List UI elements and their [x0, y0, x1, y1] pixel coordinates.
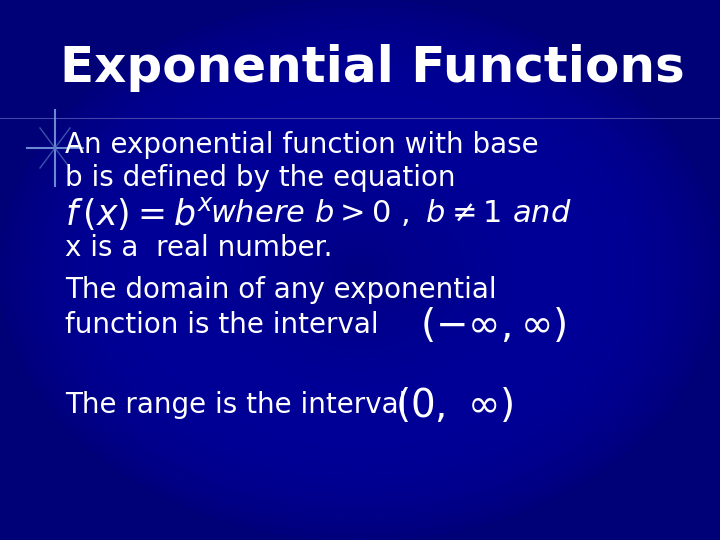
- Ellipse shape: [350, 262, 370, 278]
- Ellipse shape: [154, 116, 566, 424]
- Ellipse shape: [134, 100, 586, 440]
- Text: The range is the interval: The range is the interval: [65, 391, 406, 419]
- Ellipse shape: [278, 208, 442, 332]
- Ellipse shape: [195, 146, 525, 394]
- Text: x is a  real number.: x is a real number.: [65, 234, 333, 262]
- Ellipse shape: [62, 46, 658, 494]
- Ellipse shape: [41, 31, 679, 509]
- Ellipse shape: [257, 193, 463, 347]
- Ellipse shape: [309, 232, 411, 308]
- Text: The domain of any exponential: The domain of any exponential: [65, 276, 497, 304]
- Ellipse shape: [123, 92, 597, 448]
- Ellipse shape: [21, 16, 699, 524]
- Ellipse shape: [267, 200, 453, 340]
- Ellipse shape: [72, 54, 648, 486]
- Text: function is the interval: function is the interval: [65, 311, 379, 339]
- Ellipse shape: [206, 154, 514, 386]
- Ellipse shape: [288, 216, 432, 324]
- Ellipse shape: [185, 139, 535, 401]
- Ellipse shape: [31, 23, 689, 517]
- Ellipse shape: [10, 8, 710, 532]
- Ellipse shape: [216, 162, 504, 378]
- Ellipse shape: [329, 247, 391, 293]
- Ellipse shape: [113, 85, 607, 455]
- Text: $(0,\ \infty)$: $(0,\ \infty)$: [395, 386, 513, 424]
- Ellipse shape: [165, 124, 555, 416]
- Ellipse shape: [247, 185, 473, 355]
- Text: An exponential function with base: An exponential function with base: [65, 131, 539, 159]
- Text: Exponential Functions: Exponential Functions: [60, 44, 685, 92]
- Ellipse shape: [339, 254, 381, 286]
- Ellipse shape: [103, 77, 617, 463]
- Ellipse shape: [319, 239, 401, 301]
- Ellipse shape: [82, 62, 638, 478]
- Text: $\mathit{where\ b > 0\ ,\ b \neq 1\ and}$: $\mathit{where\ b > 0\ ,\ b \neq 1\ and}…: [210, 198, 572, 228]
- Text: b is defined by the equation: b is defined by the equation: [65, 164, 456, 192]
- Ellipse shape: [144, 108, 576, 432]
- Ellipse shape: [175, 131, 545, 409]
- Text: $(-\infty,\infty)$: $(-\infty,\infty)$: [420, 306, 566, 345]
- Ellipse shape: [51, 38, 669, 502]
- Ellipse shape: [93, 70, 627, 470]
- Text: $f\,(x)=b^{x}$: $f\,(x)=b^{x}$: [65, 194, 215, 232]
- Ellipse shape: [298, 224, 422, 316]
- Ellipse shape: [226, 170, 494, 370]
- Ellipse shape: [237, 178, 483, 362]
